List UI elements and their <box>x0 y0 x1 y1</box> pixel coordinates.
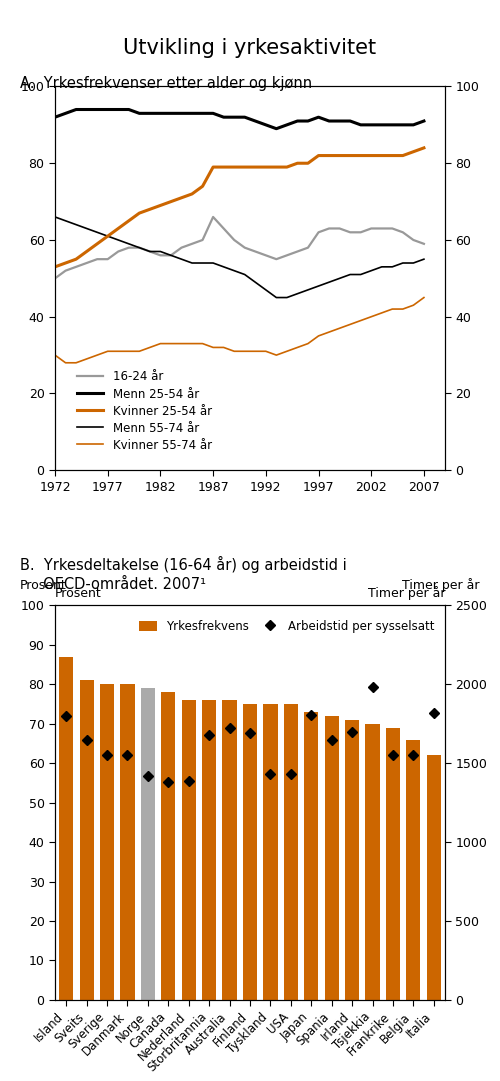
Text: B.  Yrkesdeltakelse (16-64 år) og arbeidstid i
     OECD-området. 2007¹: B. Yrkesdeltakelse (16-64 år) og arbeids… <box>20 556 347 592</box>
Bar <box>100 684 114 1000</box>
Legend: 16-24 år, Menn 25-54 år, Kvinner 25-54 år, Menn 55-74 år, Kvinner 55-74 år: 16-24 år, Menn 25-54 år, Kvinner 25-54 å… <box>72 365 217 456</box>
Legend: Yrkesfrekvens, Arbeidstid per sysselsatt: Yrkesfrekvens, Arbeidstid per sysselsatt <box>134 615 439 638</box>
Bar <box>222 700 236 1000</box>
Bar <box>120 684 134 1000</box>
Bar <box>59 656 74 1000</box>
Text: Utvikling i yrkesaktivitet: Utvikling i yrkesaktivitet <box>124 38 376 58</box>
Text: Prosent: Prosent <box>20 579 67 592</box>
Bar <box>243 704 257 1000</box>
Bar <box>161 692 176 1000</box>
Bar <box>141 689 155 1000</box>
Text: A.  Yrkesfrekvenser etter alder og kjønn: A. Yrkesfrekvenser etter alder og kjønn <box>20 76 312 91</box>
Bar <box>426 756 441 1000</box>
Bar <box>80 680 94 1000</box>
Text: Prosent: Prosent <box>55 587 102 600</box>
Bar <box>264 704 278 1000</box>
Bar <box>366 724 380 1000</box>
Text: Timer per år: Timer per år <box>402 578 480 592</box>
Bar <box>345 720 359 1000</box>
Bar <box>386 728 400 1000</box>
Bar <box>406 739 420 1000</box>
Bar <box>202 700 216 1000</box>
Bar <box>284 704 298 1000</box>
Bar <box>182 700 196 1000</box>
Text: Timer per år: Timer per år <box>368 586 445 600</box>
Bar <box>324 716 339 1000</box>
Bar <box>304 712 318 1000</box>
